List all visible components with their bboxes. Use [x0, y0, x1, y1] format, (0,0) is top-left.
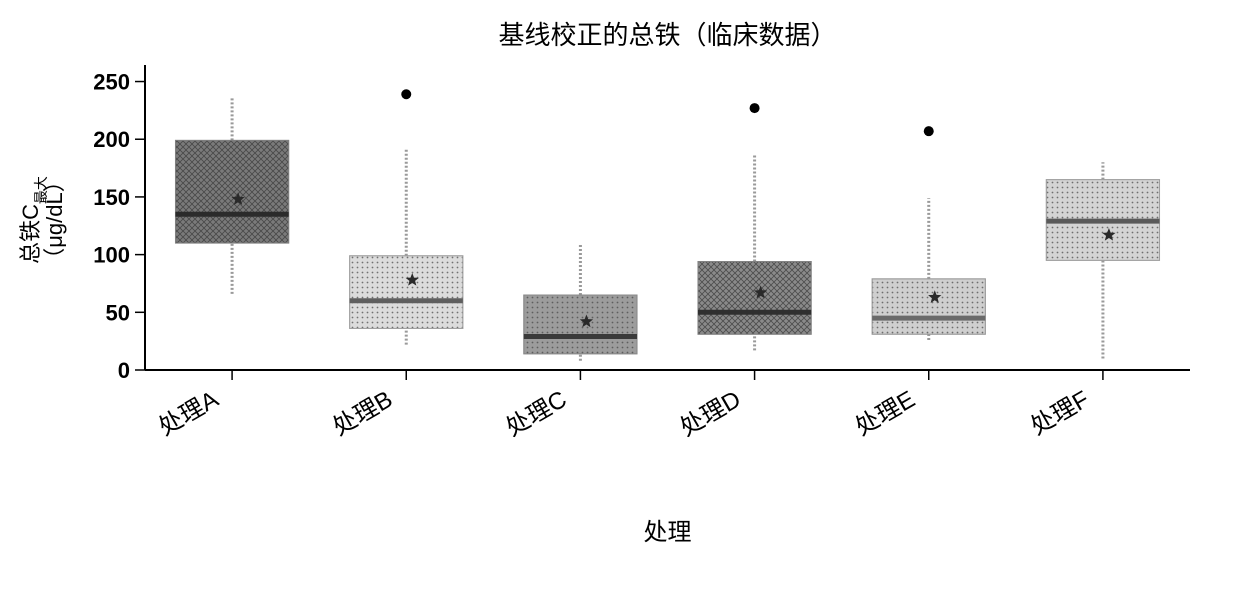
y-tick-label: 250: [93, 70, 130, 95]
x-category-label: 处理F: [1026, 386, 1094, 441]
outlier-marker-icon: [750, 103, 760, 113]
x-category-label: 处理C: [501, 386, 571, 442]
y-tick-label: 50: [106, 300, 130, 325]
x-category-label: 处理B: [328, 386, 397, 441]
y-tick-label: 0: [118, 358, 130, 383]
y-tick-label: 100: [93, 243, 130, 268]
y-axis-label: 总铁C最大（μg/dL）: [18, 170, 67, 270]
outlier-marker-icon: [401, 89, 411, 99]
boxplot-chart: 基线校正的总铁（临床数据） 0 50 100 150 200 250 总铁C最大（μg/dL）…: [0, 0, 1240, 593]
x-category-label: 处理D: [675, 386, 745, 442]
x-category-label: 处理A: [154, 386, 223, 441]
x-axis-label: 处理: [644, 519, 692, 546]
y-tick-label: 150: [93, 185, 130, 210]
outlier-marker-icon: [924, 126, 934, 136]
chart-title: 基线校正的总铁（临床数据）: [498, 20, 836, 50]
y-tick-label: 200: [93, 127, 130, 152]
x-category-label: 处理E: [851, 386, 920, 441]
